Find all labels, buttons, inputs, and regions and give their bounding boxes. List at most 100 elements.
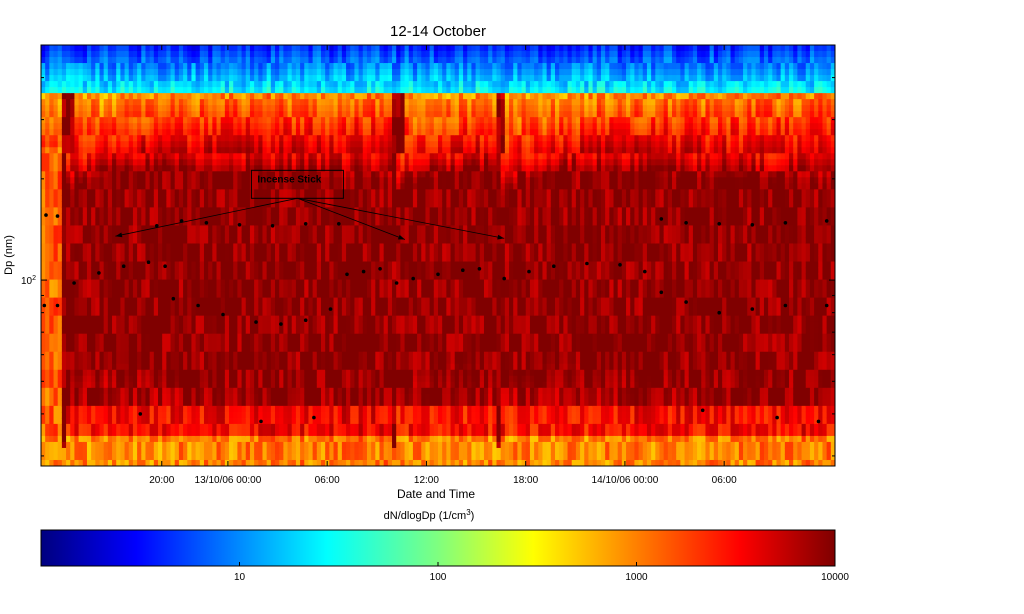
heatmap-cell: [220, 423, 226, 431]
heatmap-cell: [95, 159, 101, 166]
heatmap-cell: [329, 135, 335, 142]
heatmap-cell: [78, 387, 84, 395]
heatmap-cell: [153, 255, 159, 263]
heatmap-cell: [158, 273, 163, 281]
heatmap-cell: [66, 243, 71, 251]
heatmap-cell: [141, 321, 147, 329]
heatmap-cell: [53, 351, 59, 359]
heatmap-cell: [212, 99, 218, 106]
heatmap-cell: [203, 255, 209, 263]
heatmap-cell: [145, 327, 151, 335]
heatmap-cell: [254, 297, 259, 305]
heatmap-cell: [233, 291, 239, 299]
heatmap-cell: [300, 69, 305, 76]
heatmap-cell: [158, 75, 163, 82]
heatmap-cell: [82, 303, 88, 311]
heatmap-cell: [287, 291, 293, 299]
heatmap-cell: [66, 441, 71, 449]
heatmap-cell: [61, 417, 67, 425]
heatmap-cell: [95, 135, 101, 142]
heatmap-cell: [287, 357, 293, 365]
heatmap-cell: [57, 345, 63, 353]
heatmap-cell: [212, 111, 218, 118]
heatmap-cell: [295, 333, 301, 341]
heatmap-cell: [187, 123, 193, 130]
heatmap-cell: [316, 279, 322, 287]
heatmap-cell: [86, 165, 92, 172]
heatmap-cell: [275, 381, 280, 389]
heatmap-cell: [95, 381, 101, 389]
heatmap-cell: [312, 81, 318, 88]
heatmap-cell: [174, 273, 180, 281]
heatmap-cell: [283, 129, 289, 136]
heatmap-cell: [45, 213, 50, 221]
heatmap-cell: [245, 297, 251, 305]
heatmap-cell: [137, 369, 142, 377]
heatmap-cell: [262, 369, 268, 377]
heatmap-cell: [132, 159, 138, 166]
heatmap-cell: [57, 183, 63, 190]
heatmap-cell: [320, 453, 326, 461]
heatmap-cell: [300, 63, 305, 70]
heatmap-cell: [270, 429, 276, 437]
heatmap-cell: [103, 459, 109, 466]
heatmap-cell: [208, 75, 213, 82]
heatmap-cell: [262, 405, 268, 413]
heatmap-cell: [195, 57, 201, 64]
heatmap-cell: [49, 297, 55, 305]
heatmap-cell: [316, 303, 322, 311]
heatmap-cell: [57, 225, 63, 233]
heatmap-cell: [162, 273, 167, 281]
heatmap-cell: [220, 315, 226, 323]
heatmap-cell: [270, 63, 276, 70]
heatmap-cell: [224, 57, 230, 64]
heatmap-cell: [153, 45, 159, 52]
heatmap-cell: [128, 213, 134, 221]
heatmap-cell: [57, 171, 63, 178]
heatmap-cell: [325, 411, 330, 419]
heatmap-cell: [166, 243, 172, 251]
heatmap-cell: [174, 375, 180, 383]
heatmap-cell: [224, 453, 230, 461]
heatmap-cell: [216, 375, 222, 383]
heatmap-cell: [61, 93, 67, 100]
heatmap-cell: [320, 411, 326, 419]
heatmap-cell: [316, 405, 322, 413]
heatmap-cell: [199, 135, 205, 142]
heatmap-cell: [254, 129, 259, 136]
heatmap-cell: [187, 327, 193, 335]
heatmap-cell: [262, 327, 268, 335]
heatmap-cell: [45, 285, 50, 293]
heatmap-cell: [158, 423, 163, 431]
heatmap-cell: [237, 99, 243, 106]
heatmap-cell: [82, 237, 88, 245]
heatmap-cell: [337, 81, 343, 88]
heatmap-cell: [137, 267, 142, 275]
heatmap-cell: [229, 357, 234, 365]
heatmap-cell: [254, 75, 259, 82]
heatmap-cell: [275, 429, 280, 437]
heatmap-cell: [191, 195, 197, 202]
heatmap-cell: [103, 363, 109, 371]
heatmap-cell: [145, 345, 151, 353]
heatmap-cell: [57, 447, 63, 455]
heatmap-cell: [254, 111, 259, 118]
heatmap-cell: [166, 153, 172, 160]
heatmap-cell: [258, 75, 264, 82]
heatmap-cell: [304, 249, 310, 257]
heatmap-cell: [178, 453, 184, 461]
heatmap-cell: [270, 261, 276, 269]
heatmap-cell: [99, 405, 105, 413]
heatmap-cell: [170, 243, 176, 251]
heatmap-cell: [66, 417, 71, 425]
heatmap-cell: [275, 177, 280, 184]
heatmap-cell: [158, 129, 163, 136]
heatmap-cell: [41, 45, 46, 52]
heatmap-cell: [158, 57, 163, 64]
heatmap-cell: [61, 429, 67, 437]
heatmap-cell: [249, 165, 255, 172]
heatmap-cell: [245, 165, 251, 172]
heatmap-cell: [145, 129, 151, 136]
heatmap-cell: [295, 81, 301, 88]
heatmap-cell: [45, 375, 50, 383]
